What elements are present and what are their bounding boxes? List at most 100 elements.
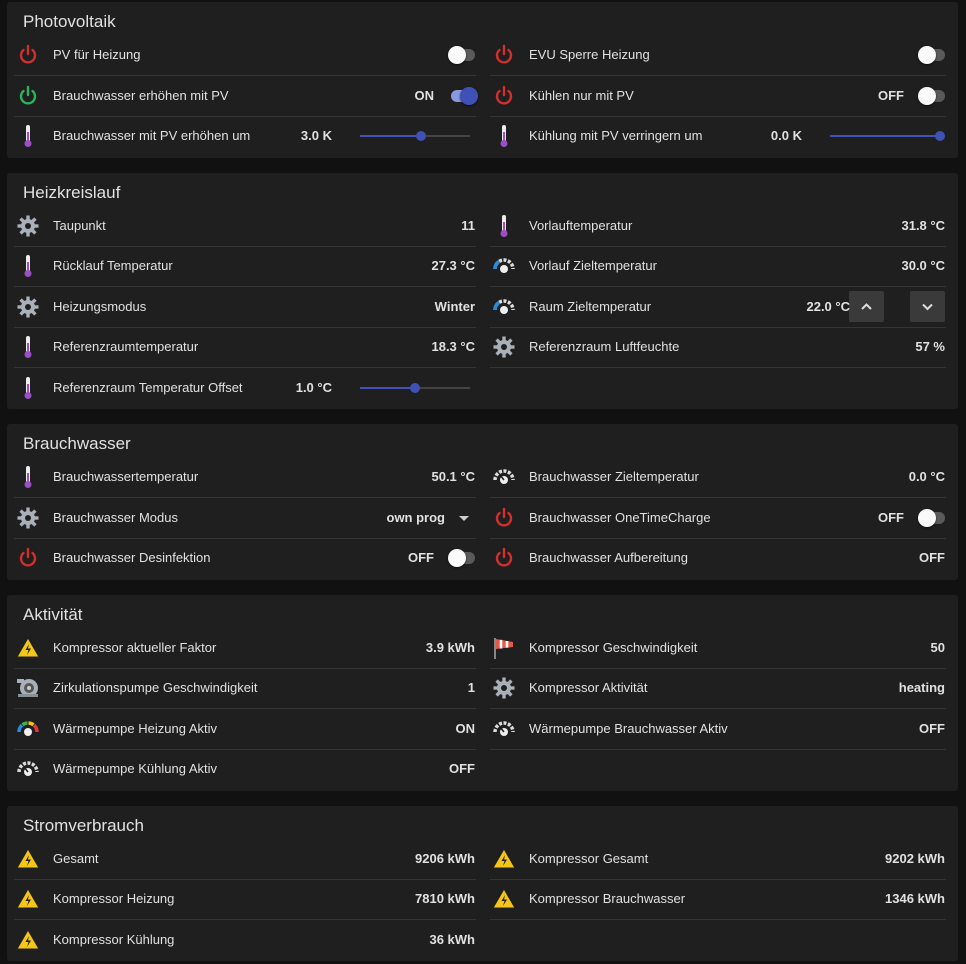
toggle-knob[interactable] — [448, 549, 466, 567]
button-up[interactable] — [849, 290, 884, 322]
icon — [493, 258, 515, 273]
separator — [14, 919, 476, 920]
slider-knob[interactable] — [415, 131, 426, 141]
label: PV für Heizung — [53, 47, 141, 62]
icon — [495, 547, 513, 567]
icon — [17, 296, 39, 317]
icon — [19, 85, 37, 105]
slider-fill — [360, 135, 421, 137]
slider[interactable] — [360, 131, 470, 141]
slider-knob[interactable] — [410, 382, 420, 393]
entity-row: Kompressor Brauchwasser 1346 kWh — [490, 879, 946, 919]
value: 1346 kWh — [885, 891, 945, 906]
entity-row: Referenzraum Temperatur Offset 1.0 °C — [14, 368, 476, 408]
icon — [24, 336, 32, 358]
separator — [14, 748, 476, 750]
slider-fill — [360, 386, 415, 389]
toggle[interactable] — [451, 86, 478, 105]
toggle-knob[interactable] — [918, 46, 936, 64]
separator — [14, 497, 476, 498]
value: 9202 kWh — [885, 850, 945, 866]
label: Kompressor Heizung — [53, 891, 175, 906]
label: Brauchwasser Aufbereitung — [529, 550, 688, 565]
toggle[interactable] — [918, 86, 945, 105]
value: 18.3 °C — [431, 339, 475, 354]
separator — [14, 537, 476, 539]
section-title: Stromverbrauch — [23, 815, 144, 835]
value: OFF — [449, 761, 475, 776]
toggle-knob[interactable] — [918, 508, 936, 527]
section-title: Heizkreislauf — [23, 182, 121, 202]
icon — [494, 637, 513, 659]
label: Raum Zieltemperatur — [529, 298, 652, 314]
entity-row: Brauchwasser Modus own prog — [14, 498, 476, 538]
toggle[interactable] — [448, 46, 475, 64]
label: Kompressor aktueller Faktor — [53, 639, 217, 655]
entity-row: Vorlauftemperatur 31.8 °C — [490, 206, 946, 246]
label: Gesamt — [53, 850, 99, 866]
value: 9206 kWh — [415, 850, 475, 866]
separator — [14, 667, 476, 669]
value: OFF — [408, 550, 434, 565]
separator — [490, 497, 946, 498]
button-down[interactable] — [910, 290, 945, 322]
value: 27.3 °C — [431, 258, 475, 273]
value: OFF — [919, 550, 945, 565]
icon — [24, 255, 32, 277]
separator — [490, 286, 946, 287]
label: Brauchwasser erhöhen mit PV — [53, 87, 229, 103]
label: Brauchwassertemperatur — [53, 469, 199, 484]
icon — [495, 85, 513, 105]
label: EVU Sperre Heizung — [529, 47, 650, 62]
separator — [490, 75, 946, 76]
value: 50.1 °C — [431, 469, 475, 484]
slider[interactable] — [830, 131, 945, 141]
slider[interactable] — [360, 382, 470, 393]
entity-row: Brauchwasser erhöhen mit PV ON — [14, 76, 478, 116]
entity-row: Raum Zieltemperatur 22.0 °C — [490, 287, 946, 327]
slider-fill — [830, 135, 940, 137]
entity-row: Kühlen nur mit PV OFF — [490, 76, 946, 116]
separator — [490, 367, 946, 368]
entity-row: Kühlung mit PV verringern um 0.0 K — [490, 116, 946, 156]
label: Referenzraum Temperatur Offset — [53, 379, 243, 395]
separator — [14, 367, 476, 368]
entity-row: Taupunkt 11 — [14, 206, 476, 246]
label: Kompressor Gesamt — [529, 850, 649, 866]
value: ON — [414, 87, 435, 103]
label: Kompressor Brauchwasser — [529, 891, 686, 906]
toggle[interactable] — [918, 46, 945, 64]
separator — [490, 748, 946, 750]
icon — [17, 507, 39, 528]
toggle[interactable] — [918, 508, 945, 527]
icon — [24, 125, 32, 147]
value: 57 % — [915, 339, 945, 354]
toggle-knob[interactable] — [918, 86, 936, 105]
entity-row: Kompressor Heizung 7810 kWh — [14, 879, 476, 919]
value: 30.0 °C — [901, 258, 945, 273]
toggle-knob[interactable] — [448, 46, 466, 64]
icon — [16, 847, 40, 868]
separator — [14, 115, 476, 117]
separator — [490, 537, 946, 539]
separator — [490, 326, 946, 328]
label: Brauchwasser Desinfektion — [53, 550, 211, 565]
separator — [490, 878, 946, 880]
slider-knob[interactable] — [935, 131, 945, 141]
value: 0.0 °C — [908, 469, 945, 484]
separator — [14, 286, 476, 287]
card: Photovoltaik PV für Heizung EVU Sperre Hei… — [7, 2, 958, 158]
entity-row: Brauchwasser OneTimeCharge OFF — [490, 498, 946, 538]
icon — [16, 636, 40, 657]
icon — [17, 761, 39, 776]
dropdown-arrow[interactable] — [459, 515, 469, 521]
toggle[interactable] — [448, 549, 475, 567]
icon — [16, 888, 40, 909]
entity-row: EVU Sperre Heizung — [490, 35, 946, 75]
entity-row: Brauchwasser Aufbereitung OFF — [490, 538, 946, 578]
label: Heizungsmodus — [53, 298, 147, 314]
toggle-knob[interactable] — [460, 86, 478, 105]
entity-row: PV für Heizung — [14, 35, 476, 75]
